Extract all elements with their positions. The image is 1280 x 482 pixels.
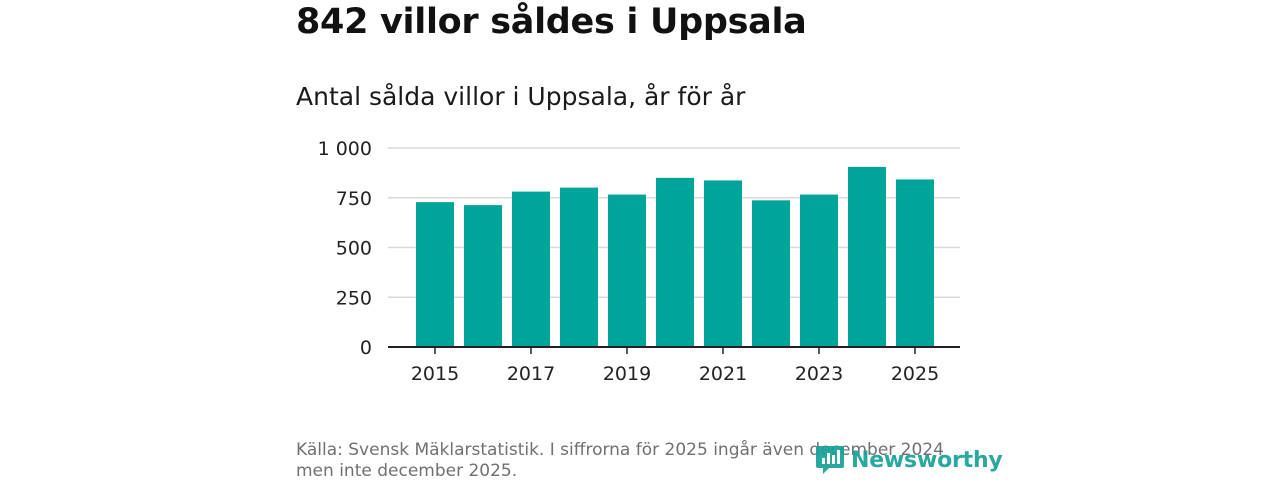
x-tick-label: 2019	[603, 363, 651, 385]
x-tick-label: 2025	[891, 363, 939, 385]
bar-2021	[704, 180, 742, 347]
bar-2024	[848, 166, 886, 347]
x-tick-label: 2021	[699, 363, 747, 385]
bar-2022	[752, 200, 790, 347]
bar-2018	[560, 187, 598, 347]
brand-logo: Newsworthy	[815, 444, 1003, 476]
bars	[416, 166, 934, 347]
bar-2025	[896, 179, 934, 347]
page-title: 842 villor såldes i Uppsala	[296, 2, 807, 42]
x-tick-label: 2023	[795, 363, 843, 385]
bar-2017	[512, 191, 550, 347]
y-tick-label: 750	[336, 188, 372, 210]
bar-2016	[464, 205, 502, 347]
axes: 0 250 500 750 1 000 2015 2017 2019 2021 2023 2025	[318, 138, 960, 385]
bar-2019	[608, 194, 646, 347]
x-tick-label: 2015	[411, 363, 459, 385]
newsworthy-logo-icon	[816, 446, 844, 474]
source-note: Källa: Svensk Mäklarstatistik. I siffror…	[296, 440, 944, 481]
y-tick-label: 250	[336, 287, 372, 309]
bar-2023	[800, 194, 838, 347]
chart-subtitle: Antal sålda villor i Uppsala, år för år	[296, 82, 746, 111]
y-tick-label: 500	[336, 238, 372, 260]
bar-2020	[656, 177, 694, 347]
y-tick-label: 0	[360, 337, 372, 359]
y-tick-label: 1 000	[318, 138, 372, 160]
x-tick-label: 2017	[507, 363, 555, 385]
bar-2015	[416, 202, 454, 347]
brand-name: Newsworthy	[851, 447, 1003, 473]
